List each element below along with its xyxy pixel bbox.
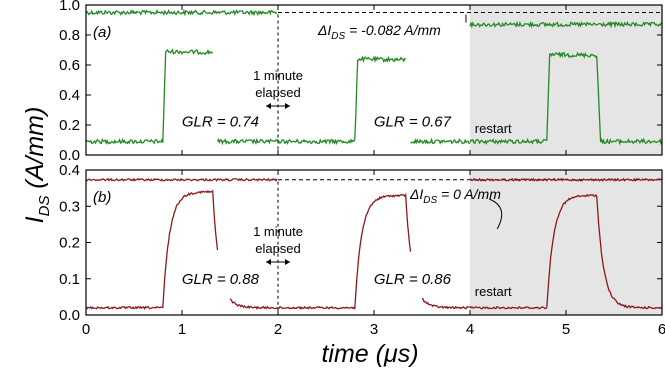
y-axis-title: IDS (A/mm)	[21, 107, 53, 224]
x-tick-label: 2	[274, 321, 282, 338]
x-axis-title-unit: s)	[398, 340, 419, 368]
glr-label: GLR = 0.67	[374, 114, 452, 131]
panel-b: 0.0 0.1 0.2 0.3 0.4 (b) GLR = 0.88 GLR = 0.86 1 …	[59, 162, 663, 324]
y-tick-label: 0.0	[59, 307, 80, 324]
x-tick-labels: 0 1 2 3 4 5 6	[82, 321, 665, 338]
x-axis-title-main: time (	[321, 340, 386, 368]
panel-label: (a)	[93, 24, 111, 41]
trace-pulse-2b	[421, 298, 470, 310]
glr-label: GLR = 0.74	[182, 114, 259, 131]
trace-pulse-1a	[85, 189, 219, 310]
x-tick-label: 4	[466, 321, 474, 338]
trace-pulse-2b	[410, 137, 471, 145]
trace-steady	[85, 177, 278, 182]
elapsed-label-line2: elapsed	[255, 85, 301, 100]
restart-label: restart	[475, 284, 512, 299]
elapsed-label-line2: elapsed	[255, 241, 301, 256]
elapsed-label-line1: 1 minute	[253, 68, 303, 83]
trace-restart-steady	[469, 177, 663, 182]
x-tick-label: 5	[562, 321, 570, 338]
y-tick-label: 0.1	[59, 271, 80, 288]
panel-a: 0.0 0.2 0.4 0.6 0.8 1.0 (a) GLR = 0.74 GLR = 0.6…	[59, 0, 663, 164]
x-axis-title: time (μs)	[321, 340, 418, 368]
delta-curve-arrow	[489, 198, 503, 230]
y-axis-title-unit: (A/mm)	[21, 107, 49, 196]
x-axis-title-mu: μ	[383, 340, 398, 368]
restart-region	[470, 170, 662, 315]
y-tick-label: 0.4	[59, 87, 80, 104]
trace-pulse-3	[469, 193, 663, 310]
trace-pulse-1a	[85, 48, 214, 146]
glr-label: GLR = 0.88	[182, 271, 260, 288]
x-tick-label: 1	[178, 321, 186, 338]
y-tick-label: 0.2	[59, 117, 80, 134]
trace-pulse-2a	[277, 192, 412, 310]
x-tick-label: 6	[658, 321, 665, 338]
y-tick-label: 0.8	[59, 27, 80, 44]
y-axis-title-main: I	[21, 216, 49, 223]
y-axis-title-sub: DS	[36, 196, 53, 217]
trace-restart-steady	[469, 20, 663, 29]
y-tick-label: 0.4	[59, 162, 80, 179]
y-tick-label: 0.2	[59, 235, 80, 252]
glr-label: GLR = 0.86	[374, 271, 452, 288]
trace-steady	[85, 8, 278, 17]
y-tick-label: 0.0	[59, 147, 80, 164]
elapsed-arrowheads	[266, 103, 290, 109]
trace-pulse-1b	[216, 137, 279, 146]
trace-pulse-2a	[277, 55, 406, 146]
restart-label: restart	[475, 121, 512, 136]
trace-pulse-3	[469, 51, 663, 146]
y-tick-label: 0.3	[59, 198, 80, 215]
x-tick-label: 0	[82, 321, 90, 338]
delta-ids-label: ΔIDS = -0.082 A/mm	[317, 22, 441, 42]
elapsed-arrowheads	[266, 259, 290, 265]
x-tick-label: 3	[370, 321, 378, 338]
y-tick-label: 0.6	[59, 57, 80, 74]
restart-region	[470, 5, 662, 155]
trace-pulse-1b	[229, 298, 279, 310]
panel-label: (b)	[93, 189, 111, 206]
y-tick-label: 1.0	[59, 0, 80, 14]
delta-ids-label: ΔIDS = 0 A/mm	[409, 186, 501, 206]
elapsed-label-line1: 1 minute	[253, 224, 303, 239]
